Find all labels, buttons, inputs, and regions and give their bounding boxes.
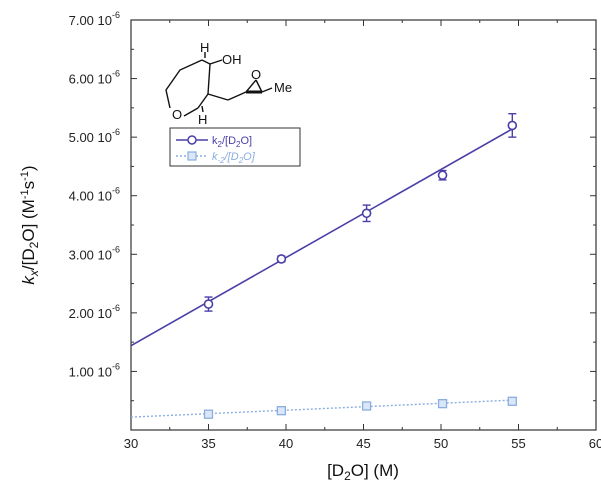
molecule-label-o-epoxide: O xyxy=(251,67,261,82)
x-axis-ticks: 30 35 40 45 50 55 60 xyxy=(124,20,601,451)
y-tick-label: 2.00 10-6 xyxy=(69,303,120,321)
legend-marker-square xyxy=(187,151,197,161)
legend-label-k-2: k-2/[D2O] xyxy=(212,151,256,165)
molecule-label-h-top: H xyxy=(200,40,209,55)
legend-item-k-2: k-2/[D2O] xyxy=(176,151,256,165)
legend-label-k2: k2/[D2O] xyxy=(212,135,252,149)
data-point-k2 xyxy=(276,254,287,264)
molecule-label-oh: OH xyxy=(222,52,242,67)
x-axis-label-sub: 2 xyxy=(344,469,351,483)
legend: k2/[D2O] k-2/[D2O] xyxy=(169,127,301,167)
data-point-k-2 xyxy=(276,406,287,416)
x-axis-label: [D2O] (M) xyxy=(327,461,399,483)
data-point-k-2 xyxy=(361,401,372,411)
x-tick-label: 35 xyxy=(201,436,215,451)
y-tick-label: 6.00 10-6 xyxy=(69,69,120,87)
molecule-label-o-ring: O xyxy=(172,107,182,122)
data-point-k-2 xyxy=(437,398,448,409)
data-point-k2 xyxy=(361,208,372,219)
data-point-k2 xyxy=(437,170,448,181)
data-point-k-2 xyxy=(507,396,517,406)
x-tick-label: 55 xyxy=(511,436,525,451)
legend-marker-circle xyxy=(187,135,197,145)
y-tick-label: 4.00 10-6 xyxy=(69,186,120,204)
y-tick-label: 1.00 10-6 xyxy=(69,361,120,379)
molecule-label-me: Me xyxy=(274,80,292,95)
data-point-k-2 xyxy=(203,409,214,419)
y-tick-label: 5.00 10-6 xyxy=(69,127,120,145)
data-point-k2 xyxy=(203,299,214,309)
molecule-label-h-bottom: H xyxy=(198,112,207,127)
legend-item-k2: k2/[D2O] xyxy=(176,135,252,149)
y-tick-label: 7.00 10-6 xyxy=(69,10,120,28)
y-axis-ticks: 1.00 10-6 2.00 10-6 3.00 10-6 4.00 10-6 5.00… xyxy=(69,10,596,402)
x-tick-label: 30 xyxy=(124,436,138,451)
x-tick-label: 50 xyxy=(434,436,448,451)
x-tick-label: 45 xyxy=(356,436,370,451)
plot-frame xyxy=(130,19,597,431)
y-tick-label: 3.00 10-6 xyxy=(69,244,120,262)
x-tick-label: 60 xyxy=(589,436,601,451)
molecule-structure-icon xyxy=(165,52,273,117)
data-points xyxy=(203,120,518,419)
fit-lines xyxy=(130,128,513,418)
fit-line-k2 xyxy=(130,128,513,347)
y-axis-label: kx/[D2O] (M-1s-1) xyxy=(19,165,41,284)
data-point-k2 xyxy=(507,120,518,131)
fit-line-k-2 xyxy=(130,399,513,418)
x-tick-label: 40 xyxy=(279,436,293,451)
